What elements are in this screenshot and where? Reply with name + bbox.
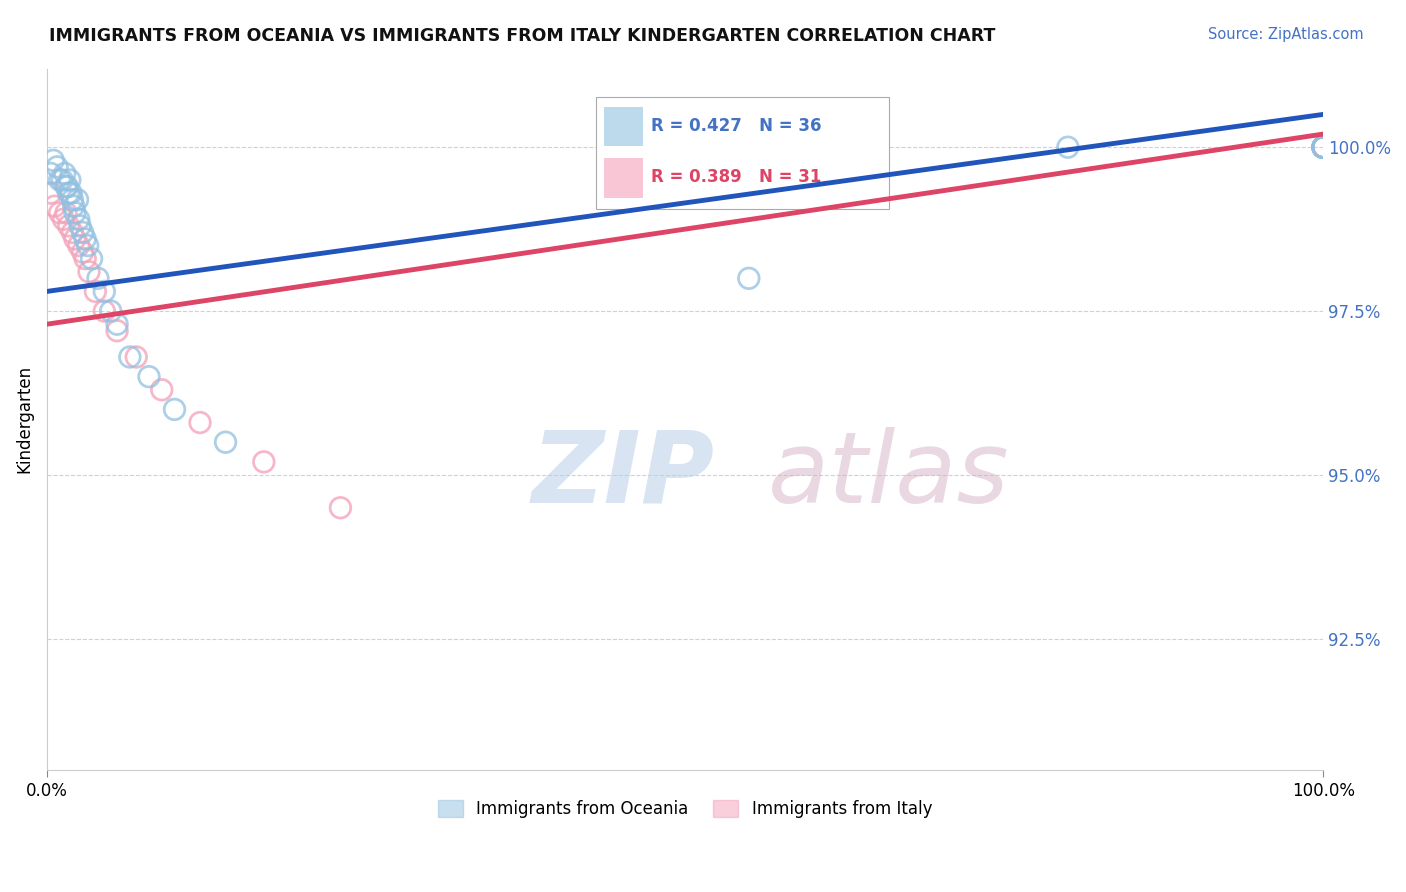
Point (66, 193, 89, 207)
Point (69, 219, 91, 233)
Point (1312, 140, 1334, 154)
Point (87, 271, 110, 285)
Point (125, 350, 148, 364)
Point (253, 455, 276, 469)
Point (51, 173, 73, 187)
Text: atlas: atlas (768, 427, 1010, 524)
Point (150, 383, 173, 397)
Point (738, 271, 761, 285)
Point (93, 304, 115, 318)
Point (55, 206, 77, 220)
Point (105, 317, 128, 331)
Point (1312, 140, 1334, 154)
Point (105, 324, 128, 338)
Point (1057, 140, 1080, 154)
Point (76, 238, 98, 252)
Point (1312, 140, 1334, 154)
Point (39, 186, 62, 200)
Point (67, 212, 90, 227)
Point (46, 160, 69, 174)
Point (42, 153, 65, 168)
Point (1312, 140, 1334, 154)
Point (75, 232, 97, 246)
Point (72, 226, 94, 240)
Point (63, 206, 86, 220)
Point (1312, 140, 1334, 154)
Legend: Immigrants from Oceania, Immigrants from Italy: Immigrants from Oceania, Immigrants from… (432, 793, 939, 825)
Text: IMMIGRANTS FROM OCEANIA VS IMMIGRANTS FROM ITALY KINDERGARTEN CORRELATION CHART: IMMIGRANTS FROM OCEANIA VS IMMIGRANTS FR… (49, 27, 995, 45)
Point (1312, 140, 1334, 154)
Point (53, 166, 76, 180)
Point (1312, 140, 1334, 154)
Point (60, 186, 83, 200)
Point (48, 173, 70, 187)
Point (329, 500, 352, 515)
Point (93, 285, 115, 299)
Point (1312, 140, 1334, 154)
Text: Source: ZipAtlas.com: Source: ZipAtlas.com (1208, 27, 1364, 42)
Point (48, 206, 70, 220)
Point (59, 173, 82, 187)
Point (100, 304, 122, 318)
Point (56, 179, 79, 194)
Point (138, 369, 160, 384)
Point (62, 199, 84, 213)
Point (1312, 140, 1334, 154)
Point (80, 252, 103, 266)
Text: ZIP: ZIP (531, 427, 714, 524)
Point (44, 199, 66, 213)
Point (1312, 140, 1334, 154)
Point (1312, 140, 1334, 154)
Point (58, 186, 80, 200)
Point (62, 226, 84, 240)
Point (118, 350, 141, 364)
Point (214, 435, 236, 450)
Point (55, 179, 77, 194)
Point (62, 193, 84, 207)
Point (1312, 140, 1334, 154)
Point (84, 285, 107, 299)
Point (188, 416, 211, 430)
Point (63, 232, 86, 246)
Point (1312, 140, 1334, 154)
Point (52, 212, 75, 227)
Point (58, 219, 80, 233)
Point (163, 402, 186, 417)
Point (1312, 140, 1334, 154)
Point (77, 265, 100, 279)
Point (67, 238, 90, 252)
Y-axis label: Kindergarten: Kindergarten (15, 365, 32, 474)
Point (1312, 140, 1334, 154)
Point (72, 245, 94, 260)
Point (39, 166, 62, 180)
Point (1312, 140, 1334, 154)
Point (75, 252, 97, 266)
